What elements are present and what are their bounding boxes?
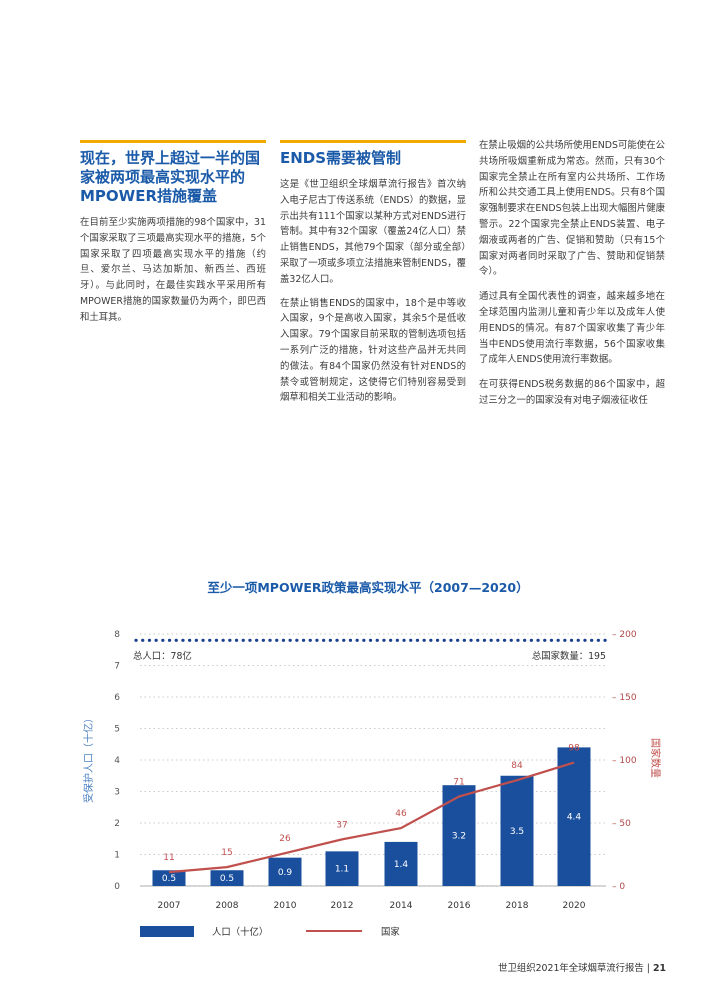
line-value-label: 37 (336, 820, 347, 830)
bar-value-label: 4.4 (567, 813, 582, 823)
y2-axis-label: 国家数量 (649, 738, 662, 778)
line-value-label: 11 (163, 853, 174, 863)
y-tick-label: 1 (114, 851, 120, 861)
x-tick-label: 2012 (331, 901, 354, 911)
heading-rule (80, 140, 266, 143)
y-tick-label: 3 (114, 788, 120, 798)
footer-separator: | (646, 963, 650, 974)
y-tick-label: 6 (114, 693, 120, 703)
y-tick-label: 7 (114, 662, 120, 672)
page-number: 21 (652, 963, 666, 974)
bar-value-label: 1.1 (335, 865, 349, 875)
total-population-label: 总人口：78亿 (133, 650, 192, 662)
y-tick-label: 0 (114, 882, 120, 892)
column-1: 现在，世界上超过一半的国家被两项最高实现水平的MPOWER措施覆盖 在目前至少实… (80, 140, 266, 334)
paragraph: 通过具有全国代表性的调查，越来越多地在全球范围内监测儿童和青少年以及成年人使用E… (479, 291, 665, 366)
mpower-chart: 至少一项MPOWER政策最高实现水平（2007—2020） 0 1 2 3 4 5 6 7 8 –… (82, 580, 662, 938)
y2-tick-label: – 150 (612, 693, 637, 703)
y-tick-label: 4 (114, 756, 120, 766)
page-footer: 世卫组织2021年全球烟草流行报告 | 21 (498, 960, 666, 974)
x-tick-label: 2018 (506, 901, 529, 911)
x-tick-label: 2016 (448, 901, 471, 911)
line-value-label: 26 (279, 834, 291, 844)
y-tick-label: 5 (114, 725, 120, 735)
paragraph: 这是《世卫组织全球烟草流行报告》首次纳入电子尼古丁传送系统（ENDS）的数据，显… (280, 179, 466, 285)
line-value-label: 46 (395, 809, 407, 819)
chart-labels: 0 1 2 3 4 5 6 7 8 – 0 – 50 – 100 – 150 – 200 0.5 2007 0.… (114, 630, 637, 911)
x-tick-label: 2008 (216, 901, 239, 911)
section-heading-mpower: 现在，世界上超过一半的国家被两项最高实现水平的MPOWER措施覆盖 (80, 149, 261, 205)
bar (557, 747, 591, 886)
y-tick-label: 8 (114, 630, 120, 640)
heading-rule (280, 140, 466, 143)
y-tick-label: 2 (114, 819, 120, 829)
chart-line (168, 761, 575, 874)
chart-bars (152, 747, 591, 886)
line-value-label: 71 (453, 778, 464, 788)
paragraph: 在可获得ENDS税务数据的86个国家中，超过三分之一的国家没有对电子烟液征收任 (479, 379, 665, 406)
bar-value-label: 3.2 (452, 832, 466, 842)
bar-value-label: 3.5 (510, 827, 524, 837)
line-value-label: 15 (221, 848, 232, 858)
x-tick-label: 2014 (390, 901, 413, 911)
bar-value-label: 0.9 (278, 868, 293, 878)
y2-tick-label: – 50 (612, 819, 631, 829)
paragraph: 在禁止吸烟的公共场所使用ENDS可能使在公共场所吸烟重新成为常态。然而，只有30… (479, 140, 665, 278)
paragraph: 在目前至少实施两项措施的98个国家中，31个国家采取了三项最高实现水平的措施，5… (80, 217, 266, 323)
y-axis-label: 受保护人口（十亿） (82, 713, 95, 803)
y2-tick-label: – 200 (612, 630, 637, 640)
bar (152, 870, 186, 886)
bar (500, 775, 534, 886)
line-value-label: 98 (568, 744, 580, 754)
bar-value-label: 0.5 (220, 874, 234, 884)
x-tick-label: 2020 (563, 901, 586, 911)
bar (325, 851, 359, 886)
chart-grid (134, 633, 612, 887)
y2-tick-label: – 0 (612, 882, 625, 892)
x-tick-label: 2007 (158, 901, 181, 911)
legend-line-label: 国家 (381, 926, 400, 938)
column-2: ENDS需要被管制 这是《世卫组织全球烟草流行报告》首次纳入电子尼古丁传送系统（… (280, 140, 466, 414)
bar-value-label: 1.4 (394, 860, 409, 870)
chart-title: 至少一项MPOWER政策最高实现水平（2007—2020） (207, 580, 528, 595)
bar-value-label: 0.5 (162, 874, 176, 884)
section-heading-ends: ENDS需要被管制 (280, 149, 402, 167)
footer-report-title: 世卫组织2021年全球烟草流行报告 (498, 963, 644, 974)
y2-tick-label: – 100 (612, 756, 637, 766)
countries-line (168, 761, 575, 874)
paragraph: 在禁止销售ENDS的国家中，18个是中等收入国家，9个是高收入国家，其余5个是低… (280, 297, 466, 404)
legend-bar-swatch (140, 926, 194, 937)
bar (268, 857, 302, 886)
total-countries-label: 总国家数量：195 (532, 650, 606, 662)
column-3: 在禁止吸烟的公共场所使用ENDS可能使在公共场所吸烟重新成为常态。然而，只有30… (479, 138, 665, 418)
bar (384, 841, 418, 886)
legend-bar-label: 人口（十亿） (212, 926, 268, 938)
line-value-label: 84 (511, 761, 523, 771)
bar (210, 870, 244, 886)
x-tick-label: 2010 (274, 901, 297, 911)
